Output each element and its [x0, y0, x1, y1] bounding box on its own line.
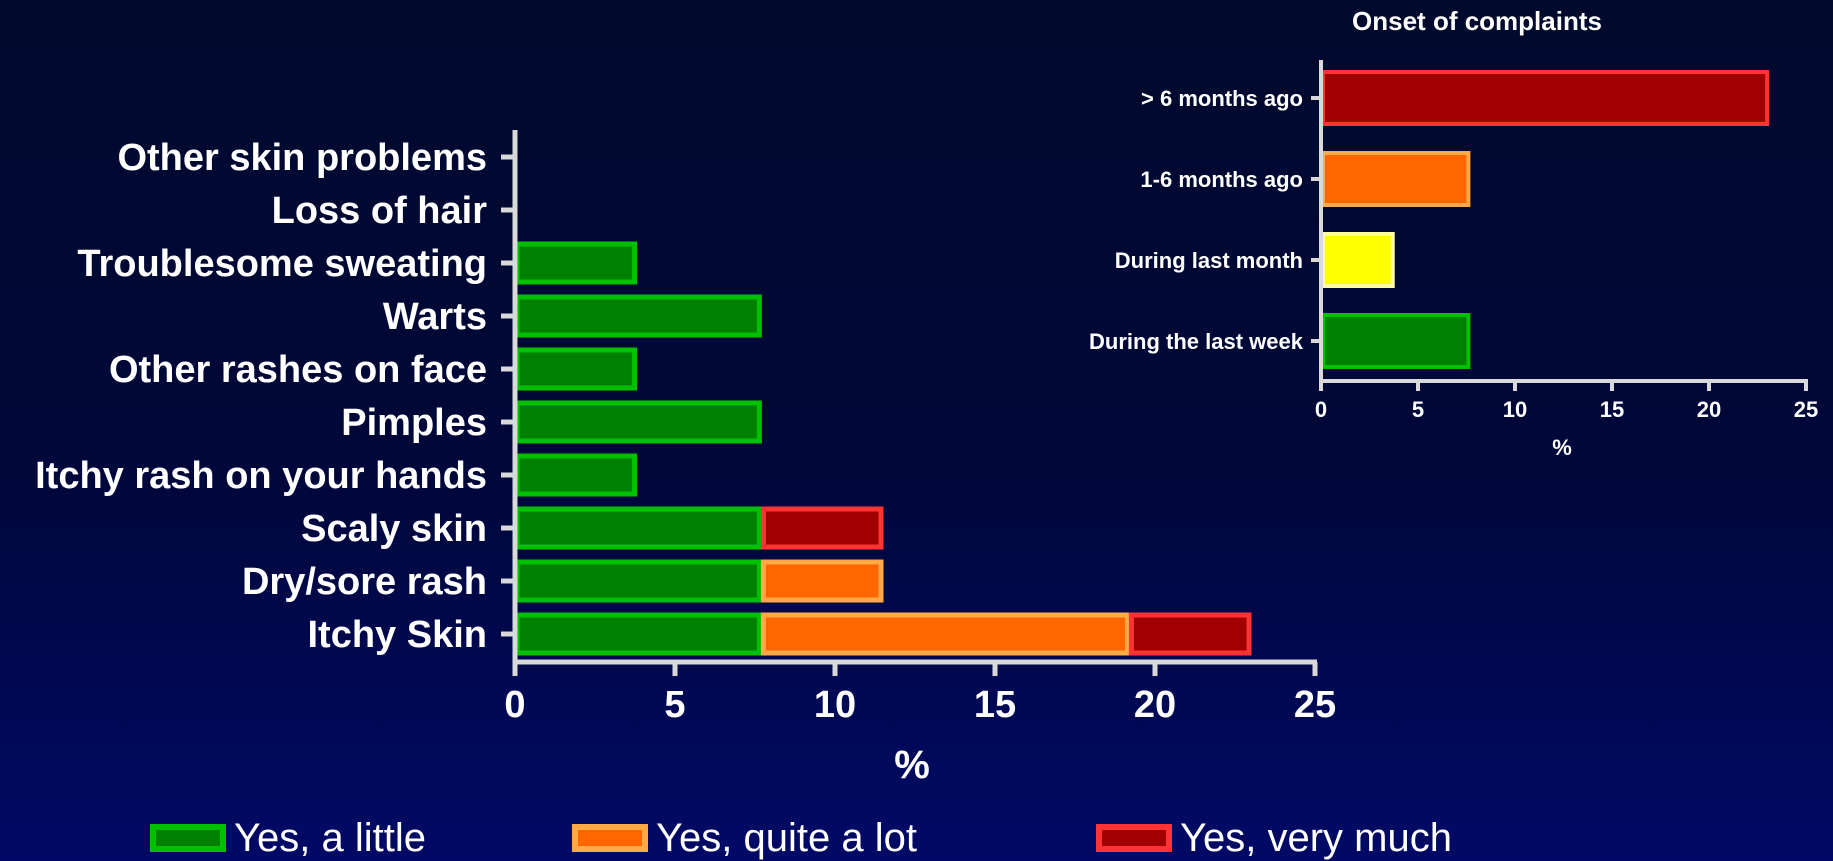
main-x-axis-label: %: [894, 743, 930, 787]
x-tick-label: 0: [504, 684, 525, 726]
category-label: Itchy rash on your hands: [35, 455, 487, 497]
onset-x-tick-label: 10: [1503, 397, 1527, 422]
onset-x-tick-label: 25: [1794, 397, 1818, 422]
legend-item-a-little: Yes, a little: [150, 818, 426, 858]
x-tick-label: 5: [664, 684, 685, 726]
category-label: Pimples: [341, 402, 487, 444]
inset-x-axis-label: %: [1552, 435, 1572, 460]
onset-x-tick-label: 15: [1600, 397, 1624, 422]
onset-category-label: 1-6 months ago: [1140, 167, 1303, 192]
category-label: Dry/sore rash: [242, 561, 487, 603]
legend: Yes, a little Yes, quite a lot Yes, very…: [0, 818, 1833, 858]
onset-bar: [1321, 232, 1395, 288]
onset-category-label: > 6 months ago: [1141, 86, 1303, 111]
legend-label: Yes, very much: [1180, 816, 1452, 860]
bar-quite-a-lot: [760, 559, 884, 603]
onset-inset-chart: Onset of complaints During the last week…: [1089, 6, 1818, 460]
onset-category-label: During last month: [1115, 248, 1303, 273]
x-tick-label: 20: [1134, 684, 1176, 726]
legend-label: Yes, a little: [234, 816, 426, 860]
legend-swatch-very-much: [1096, 824, 1172, 852]
inset-chart-title: Onset of complaints: [1352, 6, 1602, 36]
onset-x-tick-label: 0: [1315, 397, 1327, 422]
onset-category-label: During the last week: [1089, 329, 1304, 354]
category-label: Other skin problems: [117, 137, 487, 179]
legend-item-quite-a-lot: Yes, quite a lot: [572, 818, 917, 858]
category-label: Loss of hair: [272, 190, 488, 232]
bar-a-little: [514, 241, 638, 285]
legend-swatch-quite-a-lot: [572, 824, 648, 852]
category-label: Scaly skin: [301, 508, 487, 550]
bar-very-much: [760, 506, 884, 550]
onset-bar: [1321, 70, 1770, 126]
main-stacked-bar-chart: Itchy Skin Dry/sore rash Scaly skin Itchy r…: [35, 130, 1336, 787]
legend-label: Yes, quite a lot: [656, 816, 917, 860]
onset-x-tick-label: 20: [1697, 397, 1721, 422]
onset-x-tick-label: 5: [1412, 397, 1424, 422]
onset-bar: [1321, 313, 1471, 369]
x-tick-label: 10: [814, 684, 856, 726]
onset-bar: [1321, 151, 1471, 207]
category-label: Itchy Skin: [308, 614, 488, 656]
bar-quite-a-lot: [760, 612, 1130, 656]
bar-a-little: [514, 294, 762, 338]
x-tick-label: 15: [974, 684, 1016, 726]
category-label: Other rashes on face: [109, 349, 487, 391]
category-label: Warts: [383, 296, 487, 338]
legend-swatch-a-little: [150, 824, 226, 852]
category-label: Troublesome sweating: [77, 243, 487, 285]
x-tick-label: 25: [1294, 684, 1336, 726]
bar-very-much: [1128, 612, 1252, 656]
legend-item-very-much: Yes, very much: [1096, 818, 1452, 858]
